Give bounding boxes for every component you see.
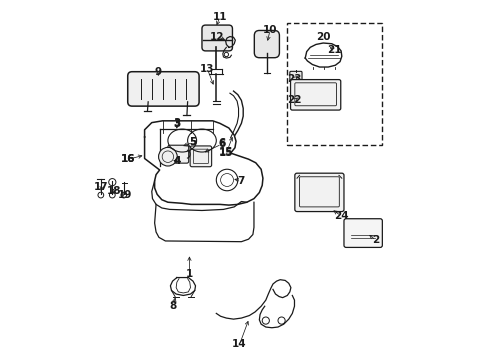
Text: 10: 10 (263, 25, 277, 35)
Text: 6: 6 (218, 139, 225, 148)
Text: 15: 15 (219, 148, 234, 158)
Text: 1: 1 (186, 269, 193, 279)
FancyBboxPatch shape (202, 25, 232, 51)
Text: 2: 2 (372, 235, 380, 245)
FancyBboxPatch shape (128, 72, 199, 106)
Text: 12: 12 (210, 32, 224, 41)
Text: 8: 8 (170, 301, 177, 311)
FancyBboxPatch shape (290, 71, 302, 81)
Text: 23: 23 (287, 74, 302, 84)
Text: 20: 20 (316, 32, 330, 41)
FancyBboxPatch shape (295, 173, 344, 212)
Bar (287, 23, 382, 145)
Text: 4: 4 (173, 156, 180, 166)
FancyBboxPatch shape (168, 145, 189, 163)
Text: 9: 9 (155, 67, 162, 77)
Text: 16: 16 (121, 154, 136, 164)
Text: 3: 3 (173, 120, 180, 129)
Text: 24: 24 (334, 211, 348, 221)
Text: 3: 3 (173, 118, 180, 128)
Text: 13: 13 (200, 64, 215, 74)
Text: 18: 18 (107, 186, 122, 196)
Text: 19: 19 (118, 190, 132, 201)
Text: 16: 16 (121, 154, 136, 164)
Text: 14: 14 (232, 339, 247, 349)
Text: 11: 11 (213, 12, 227, 22)
Circle shape (159, 147, 177, 166)
FancyBboxPatch shape (254, 31, 279, 58)
Text: 6: 6 (218, 139, 225, 149)
FancyBboxPatch shape (291, 80, 341, 110)
FancyBboxPatch shape (190, 146, 212, 167)
FancyBboxPatch shape (344, 219, 382, 247)
Text: 7: 7 (238, 176, 245, 186)
Text: 5: 5 (189, 138, 196, 147)
Text: 4: 4 (173, 156, 180, 166)
Text: 21: 21 (327, 45, 341, 55)
Text: 22: 22 (287, 95, 302, 105)
Text: 5: 5 (189, 138, 196, 147)
Text: 15: 15 (219, 147, 234, 157)
Text: 17: 17 (94, 182, 109, 192)
